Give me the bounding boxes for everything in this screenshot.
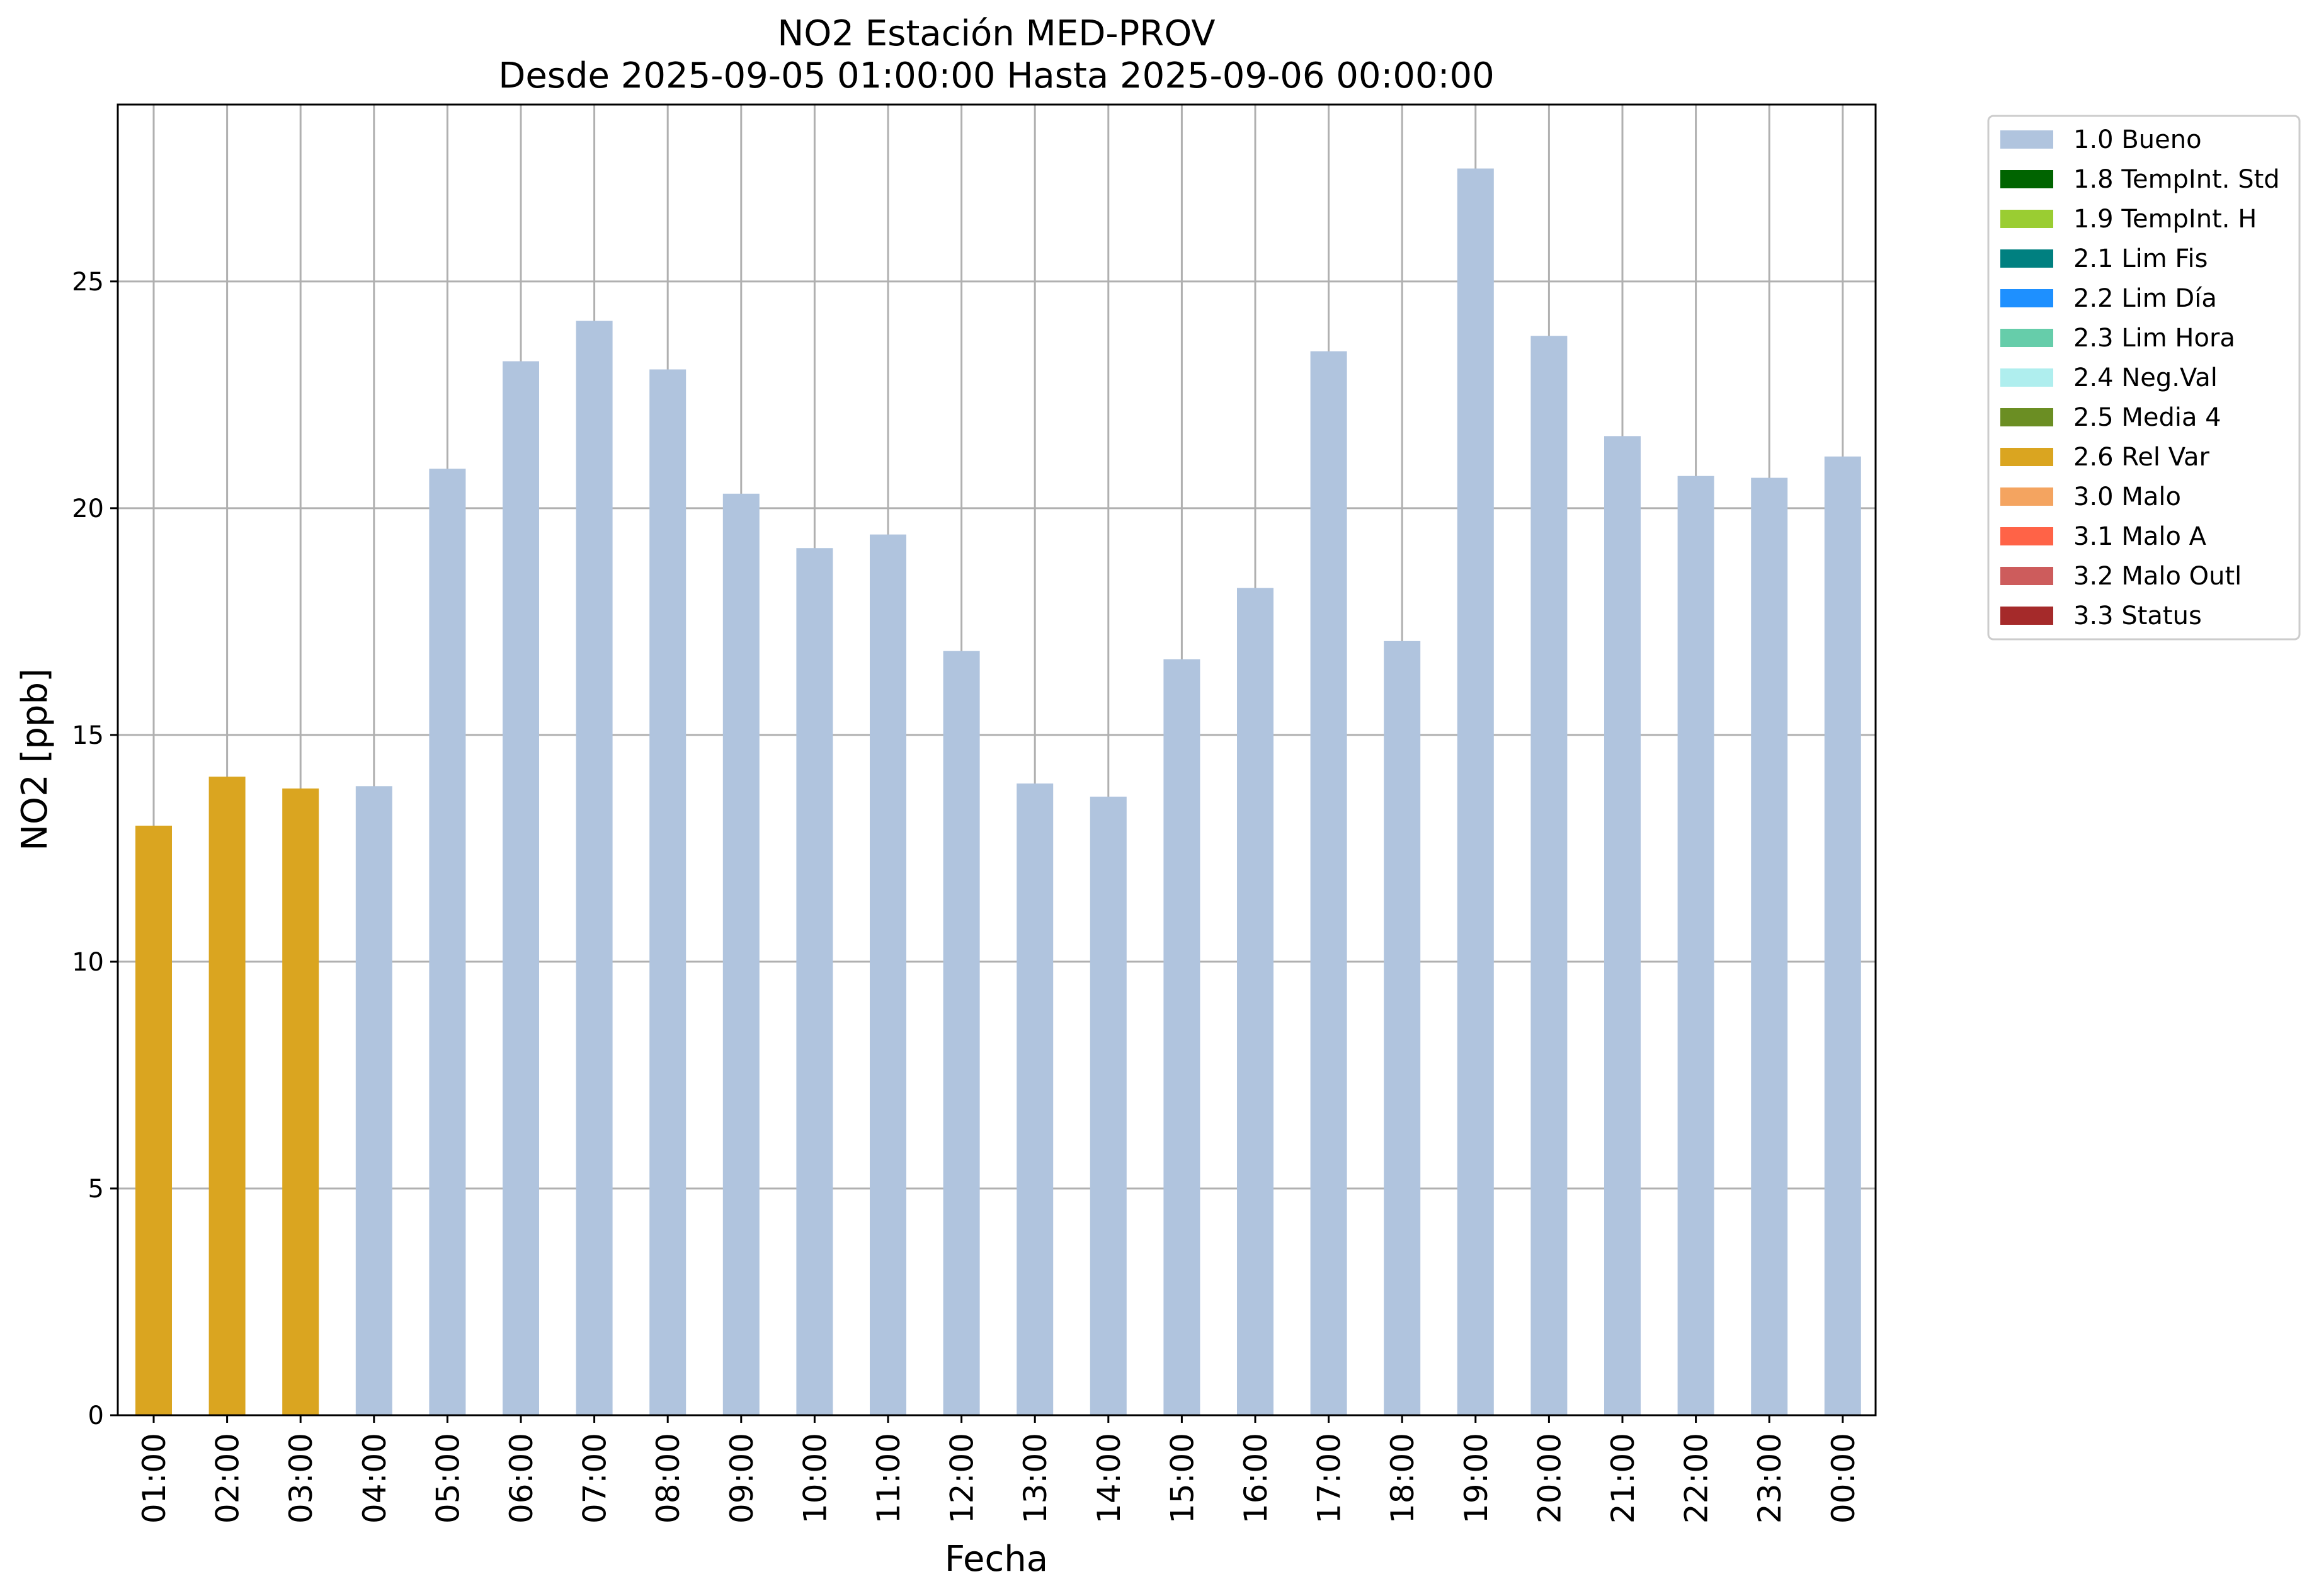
bar-0700 xyxy=(576,321,613,1415)
legend-swatch xyxy=(2000,448,2053,466)
legend-swatch xyxy=(2000,567,2053,585)
legend-items: 1.0 Bueno 1.8 TempInt. Std 1.9 TempInt. H 2… xyxy=(2000,125,2280,630)
bar-0900 xyxy=(722,493,760,1416)
legend-swatch xyxy=(2000,289,2053,307)
bar-2300 xyxy=(1751,477,1788,1415)
bar-1300 xyxy=(1017,783,1054,1415)
bar-1100 xyxy=(870,534,906,1415)
legend-label: 2.1 Lim Fis xyxy=(2073,244,2208,273)
y-axis-ticks: 0 5 10 15 20 25 xyxy=(72,268,118,1430)
x-tick-label: 04:00 xyxy=(356,1433,393,1524)
legend-swatch xyxy=(2000,329,2053,347)
y-tick-label: 5 xyxy=(88,1175,104,1204)
plot-frame xyxy=(117,103,1877,1416)
x-tick-label: 01:00 xyxy=(136,1433,173,1524)
bar-0400 xyxy=(355,786,392,1415)
bar-0300 xyxy=(282,788,319,1415)
x-tick-label: 16:00 xyxy=(1238,1433,1274,1524)
x-tick-label: 18:00 xyxy=(1384,1433,1421,1524)
legend-label: 1.0 Bueno xyxy=(2073,125,2202,154)
legend-swatch xyxy=(2000,249,2053,268)
legend: 1.0 Bueno 1.8 TempInt. Std 1.9 TempInt. H 2… xyxy=(1987,115,2301,641)
legend-box xyxy=(1987,115,2301,641)
x-tick-label: 06:00 xyxy=(503,1433,540,1524)
legend-swatch xyxy=(2000,170,2053,188)
x-axis-ticks: 01:00 02:00 03:00 04:00 05:00 06:00 07:00 08:00… xyxy=(136,1415,1862,1524)
legend-swatch xyxy=(2000,487,2053,506)
x-tick-label: 21:00 xyxy=(1605,1433,1641,1524)
bar-1000 xyxy=(796,548,833,1415)
bar-0000 xyxy=(1824,456,1861,1415)
bar-2200 xyxy=(1677,476,1714,1415)
legend-label: 1.9 TempInt. H xyxy=(2073,205,2257,234)
legend-swatch xyxy=(2000,607,2053,625)
x-tick-label: 12:00 xyxy=(944,1433,981,1524)
legend-swatch xyxy=(2000,210,2053,228)
bar-0600 xyxy=(503,361,539,1416)
x-tick-label: 10:00 xyxy=(797,1433,833,1524)
x-tick-label: 05:00 xyxy=(430,1433,466,1524)
x-tick-label: 08:00 xyxy=(650,1433,687,1524)
bar-1600 xyxy=(1237,588,1273,1415)
bar-1200 xyxy=(943,651,980,1415)
x-tick-label: 00:00 xyxy=(1825,1433,1862,1524)
x-tick-label: 02:00 xyxy=(210,1433,246,1524)
legend-label: 2.6 Rel Var xyxy=(2073,443,2210,472)
legend-label: 3.3 Status xyxy=(2073,601,2202,630)
legend-label: 2.2 Lim Día xyxy=(2073,284,2217,313)
legend-label: 1.8 TempInt. Std xyxy=(2073,165,2280,194)
x-tick-label: 07:00 xyxy=(577,1433,613,1524)
bar-1400 xyxy=(1090,796,1127,1415)
y-tick-label: 25 xyxy=(72,268,104,297)
legend-swatch xyxy=(2000,368,2053,387)
x-tick-label: 14:00 xyxy=(1091,1433,1127,1524)
y-tick-label: 10 xyxy=(72,948,104,977)
bar-1900 xyxy=(1457,168,1494,1415)
bar-2000 xyxy=(1530,336,1568,1415)
bar-0100 xyxy=(135,825,172,1415)
y-axis-label: NO2 [ppb] xyxy=(14,668,55,851)
x-tick-label: 11:00 xyxy=(870,1433,907,1524)
chart-title: NO2 Estación MED-PROV xyxy=(777,13,1215,54)
x-tick-label: 15:00 xyxy=(1164,1433,1200,1524)
bar-layer xyxy=(135,168,1861,1416)
x-tick-label: 17:00 xyxy=(1311,1433,1348,1524)
x-tick-label: 03:00 xyxy=(283,1433,319,1524)
x-tick-label: 20:00 xyxy=(1531,1433,1568,1524)
legend-label: 3.0 Malo xyxy=(2073,482,2181,511)
chart-subtitle: Desde 2025-09-05 01:00:00 Hasta 2025-09-… xyxy=(498,55,1495,96)
legend-label: 2.4 Neg.Val xyxy=(2073,363,2218,392)
x-tick-label: 22:00 xyxy=(1678,1433,1715,1524)
bar-0200 xyxy=(208,777,246,1415)
bar-1700 xyxy=(1310,351,1347,1415)
legend-swatch xyxy=(2000,527,2053,545)
y-tick-label: 15 xyxy=(72,721,104,750)
x-axis-label: Fecha xyxy=(945,1539,1048,1580)
y-tick-label: 0 xyxy=(88,1401,104,1430)
legend-swatch xyxy=(2000,130,2053,149)
legend-swatch xyxy=(2000,408,2053,426)
legend-label: 2.5 Media 4 xyxy=(2073,403,2221,432)
x-tick-label: 23:00 xyxy=(1752,1433,1788,1524)
legend-label: 3.1 Malo A xyxy=(2073,522,2207,551)
legend-label: 2.3 Lim Hora xyxy=(2073,324,2235,353)
bar-0800 xyxy=(649,369,687,1415)
y-tick-label: 20 xyxy=(72,494,104,523)
legend-label: 3.2 Malo Outl xyxy=(2073,562,2242,591)
x-tick-label: 19:00 xyxy=(1458,1433,1495,1524)
bar-0500 xyxy=(429,469,466,1415)
x-tick-label: 13:00 xyxy=(1017,1433,1054,1524)
bar-1500 xyxy=(1163,659,1200,1415)
bar-2100 xyxy=(1604,436,1641,1415)
x-tick-label: 09:00 xyxy=(724,1433,760,1524)
bar-1800 xyxy=(1384,641,1421,1416)
